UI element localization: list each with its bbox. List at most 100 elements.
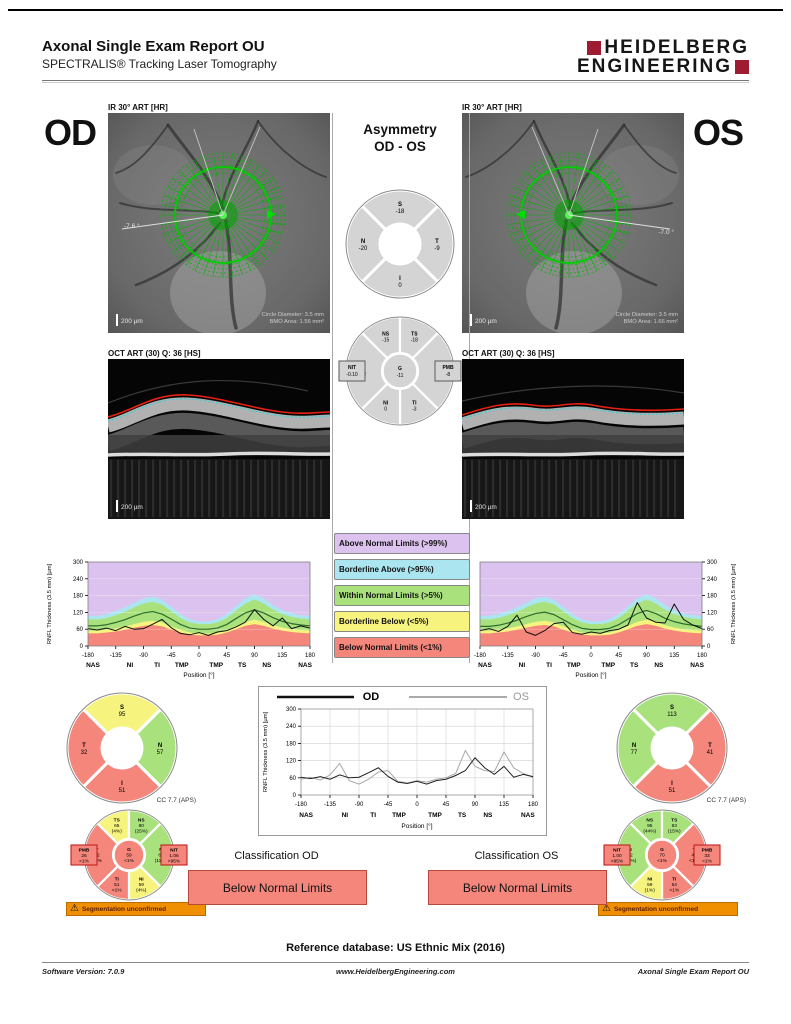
- logo-line1: HEIDELBERG: [604, 37, 749, 58]
- svg-text:T: T: [435, 239, 439, 245]
- svg-text:NIT: NIT: [348, 365, 356, 371]
- svg-text:TS: TS: [458, 812, 467, 819]
- svg-text:TI: TI: [672, 877, 677, 883]
- asymmetry-sector-chart: NS-15TS-18T-9TI-3NI0N-22NIT-0.10PMB-8G-1…: [338, 315, 462, 427]
- svg-text:<1%: <1%: [79, 859, 89, 865]
- os-ir-label: IR 30° ART [HR]: [462, 103, 522, 112]
- svg-text:70: 70: [659, 853, 665, 859]
- os-scan-info: Circle Diameter: 3.5 mm BMO Area: 1.66 m…: [616, 312, 679, 327]
- svg-text:NI: NI: [139, 877, 144, 883]
- svg-text:-8: -8: [446, 372, 451, 378]
- od-eye-label: OD: [44, 112, 97, 153]
- heidelberg-logo: HEIDELBERG ENGINEERING: [577, 38, 749, 76]
- svg-text:113: 113: [667, 712, 677, 718]
- svg-text:OD: OD: [363, 691, 380, 703]
- svg-text:N: N: [632, 743, 636, 749]
- os-bmo-area: BMO Area: 1.66 mm²: [623, 319, 678, 326]
- svg-text:TS: TS: [114, 817, 121, 823]
- svg-text:TS: TS: [671, 817, 678, 823]
- svg-text:0: 0: [707, 644, 711, 650]
- svg-text:0: 0: [197, 653, 201, 659]
- svg-text:300: 300: [73, 560, 84, 566]
- os-segmentation-warning: ⚠ Segmentation unconfirmed: [598, 902, 738, 916]
- svg-text:Position [°]: Position [°]: [575, 671, 606, 679]
- svg-text:>95%: >95%: [168, 859, 181, 865]
- svg-text:-90: -90: [139, 653, 148, 659]
- os-eye-label: OS: [693, 112, 744, 153]
- svg-text:57: 57: [157, 750, 164, 756]
- svg-text:135: 135: [499, 802, 510, 808]
- svg-text:33: 33: [704, 853, 710, 859]
- svg-text:PMB: PMB: [442, 365, 454, 371]
- os-fundus-image: -7.0 ° 200 µm Circle Diameter: 3.5 mm BM…: [462, 113, 684, 333]
- svg-text:TI: TI: [370, 812, 376, 819]
- os-ir-scale-text: 200 µm: [475, 317, 497, 325]
- svg-text:<1%: <1%: [702, 859, 712, 865]
- svg-text:59: 59: [647, 882, 653, 888]
- od-oct-label: OCT ART (30) Q: 36 [HS]: [108, 349, 201, 358]
- svg-text:PMB: PMB: [79, 848, 90, 854]
- classification-os-title: Classification OS: [474, 850, 559, 862]
- svg-text:45: 45: [615, 653, 622, 659]
- svg-text:TS: TS: [411, 331, 418, 337]
- od-warning-text: Segmentation unconfirmed: [81, 905, 167, 913]
- svg-text:0: 0: [589, 653, 593, 659]
- svg-text:Position [°]: Position [°]: [401, 822, 432, 830]
- svg-text:180: 180: [707, 594, 718, 600]
- logo-square-icon: [587, 40, 602, 55]
- svg-text:32: 32: [81, 750, 88, 756]
- svg-text:-20: -20: [359, 246, 368, 252]
- warning-triangle-icon: ⚠: [602, 903, 611, 914]
- svg-text:45: 45: [223, 653, 230, 659]
- classification-od-title: Classification OD: [234, 850, 319, 862]
- reference-database: Reference database: US Ethnic Mix (2016): [286, 942, 505, 954]
- svg-text:<1%: <1%: [124, 858, 134, 864]
- svg-text:(4%): (4%): [112, 828, 123, 834]
- svg-text:NAS: NAS: [86, 662, 100, 669]
- svg-text:180: 180: [697, 653, 708, 659]
- svg-text:1.00: 1.00: [612, 853, 622, 859]
- svg-text:NS: NS: [483, 812, 493, 819]
- asymmetry-title-line2: OD - OS: [374, 138, 426, 154]
- rnfl-chart-os: 0 60 120 180 240 300 -180 -135 -90 -45 0 45 90 135 180…: [474, 560, 737, 679]
- svg-text:TS: TS: [238, 662, 247, 669]
- svg-text:TMP: TMP: [392, 812, 406, 819]
- svg-text:I: I: [399, 276, 401, 282]
- svg-text:S: S: [398, 202, 402, 208]
- svg-text:(1%): (1%): [645, 888, 656, 894]
- scalebar-icon: [470, 314, 472, 326]
- svg-text:-135: -135: [502, 653, 515, 659]
- svg-text:0: 0: [384, 407, 387, 413]
- svg-text:I: I: [671, 781, 673, 787]
- comparison-chart: 0 60 120 180 240 300 -180 -135 -90 -45 0 45 90 135 180…: [263, 691, 539, 830]
- svg-text:NIT: NIT: [170, 848, 178, 854]
- os-oct-image: 200 µm: [462, 359, 684, 519]
- svg-text:-18: -18: [396, 209, 405, 215]
- svg-text:65: 65: [114, 823, 120, 829]
- od-ir-scalebar: 200 µm: [116, 314, 143, 326]
- svg-text:TMP: TMP: [567, 662, 581, 669]
- warning-triangle-icon: ⚠: [70, 903, 79, 914]
- svg-text:(44%): (44%): [643, 828, 656, 834]
- svg-text:51: 51: [114, 882, 120, 888]
- svg-text:NI: NI: [342, 812, 349, 819]
- classification-od-value: Below Normal Limits: [188, 870, 367, 905]
- svg-text:-135: -135: [110, 653, 123, 659]
- svg-text:-180: -180: [295, 802, 308, 808]
- os-sector-pie: NS95(44%)TS83(15%)T41<1%TI54<1%NI59(1%)N…: [603, 808, 721, 902]
- scalebar-icon: [470, 500, 472, 512]
- svg-text:NS: NS: [646, 817, 653, 823]
- page-subtitle: SPECTRALIS® Tracking Laser Tomography: [42, 57, 277, 71]
- legend-below-normal: Below Normal Limits (<1%): [334, 637, 470, 658]
- svg-text:0: 0: [398, 283, 402, 289]
- svg-text:NS: NS: [654, 662, 664, 669]
- svg-text:G: G: [660, 847, 664, 853]
- svg-text:26: 26: [81, 853, 87, 859]
- svg-text:NS: NS: [382, 331, 390, 337]
- svg-text:180: 180: [528, 802, 539, 808]
- scalebar-icon: [116, 314, 118, 326]
- svg-text:NI: NI: [647, 877, 652, 883]
- page-top-border: [8, 9, 783, 11]
- asymmetry-title: Asymmetry OD - OS: [332, 122, 468, 156]
